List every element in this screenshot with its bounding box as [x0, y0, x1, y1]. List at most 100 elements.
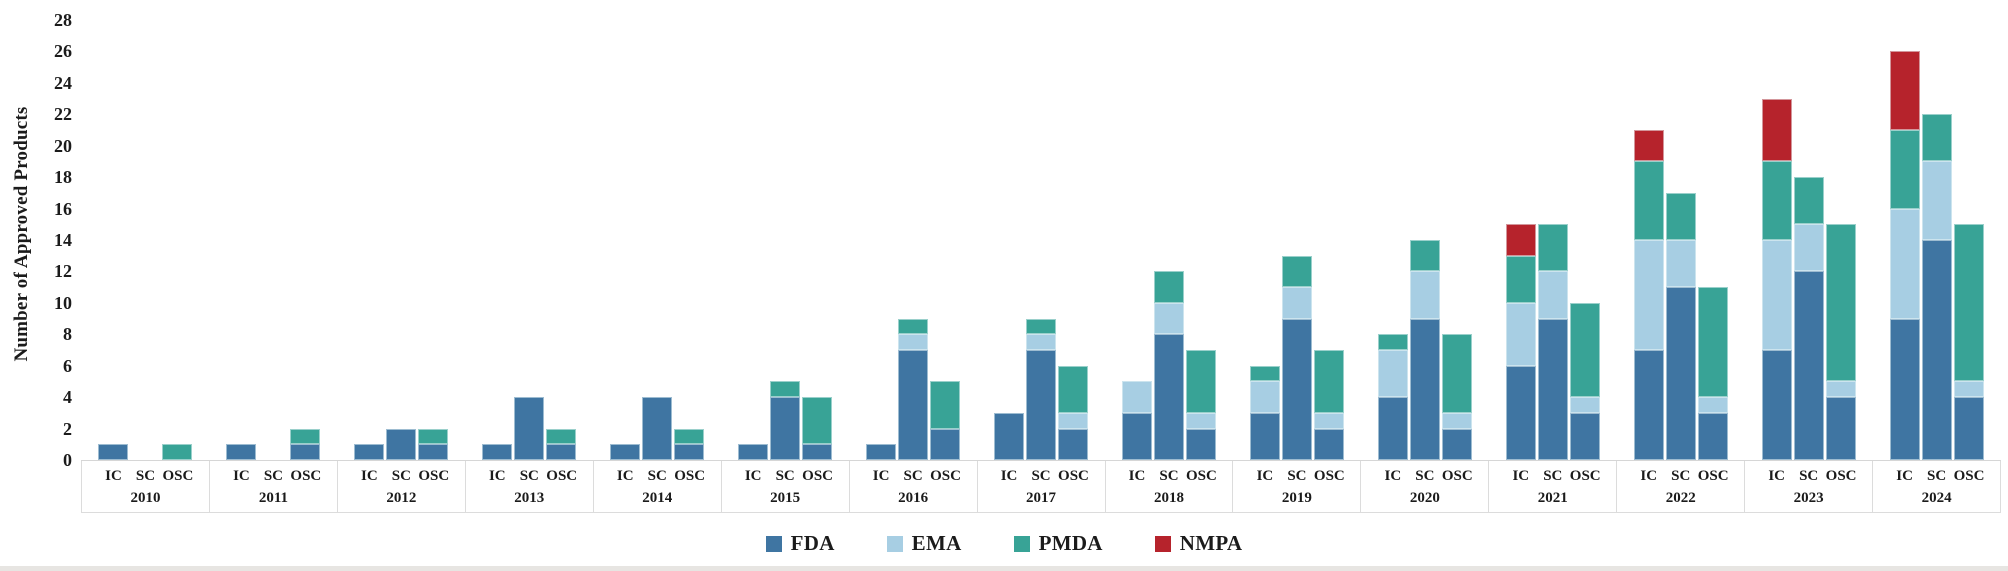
- stacked-bar: [1698, 287, 1728, 460]
- year-label: 2012: [386, 490, 417, 506]
- x-label-box-2010: IC SC OSC 2010: [81, 461, 209, 513]
- bar-segment-ema: [1250, 381, 1280, 413]
- subgroup-label-osc: OSC: [1058, 468, 1089, 484]
- bar-segment-fda: [1442, 428, 1472, 460]
- subgroup-label-sc: SC: [391, 468, 411, 484]
- x-label-box-2017: IC SC OSC 2017: [976, 461, 1105, 513]
- bar-segment-fda: [98, 444, 128, 460]
- year-group-2020: [1361, 20, 1489, 460]
- bar-slot-2019-ic: [1250, 365, 1280, 460]
- subgroup-label-osc: OSC: [1569, 468, 1601, 484]
- legend-swatch-pmda: [1013, 535, 1030, 552]
- x-label-box-2011: IC SC OSC 2011: [208, 461, 337, 513]
- bar-segment-fda: [1762, 350, 1792, 460]
- bar-segment-pmda: [1570, 302, 1600, 398]
- bar-segment-ema: [1634, 240, 1664, 351]
- year-label: 2018: [1153, 490, 1184, 506]
- subgroup-label-sc: SC: [1159, 468, 1179, 484]
- stacked-bar: [898, 318, 928, 460]
- stacked-bar: [1762, 98, 1792, 460]
- year-group-2017: [977, 20, 1105, 460]
- stacked-bar: [1570, 302, 1600, 460]
- bar-segment-pmda: [1058, 365, 1088, 413]
- bar-segment-fda: [1826, 397, 1856, 460]
- stacked-bar: [1378, 334, 1408, 460]
- bar-slot-2010-ic: [98, 444, 128, 460]
- x-label-box-2020: IC SC OSC 2020: [1360, 461, 1489, 513]
- x-label-box-2013: IC SC OSC 2013: [464, 461, 593, 513]
- stacked-bar: [1410, 240, 1440, 460]
- bar-slot-2014-ic: [610, 444, 640, 460]
- x-label-box-2024: IC SC OSC 2024: [1872, 461, 2002, 513]
- bar-segment-pmda: [930, 381, 960, 429]
- year-group-2013: [465, 20, 593, 460]
- bar-segment-fda: [898, 350, 928, 460]
- year-label: 2014: [642, 490, 673, 506]
- bar-segment-nmpa: [1634, 130, 1664, 162]
- stacked-bar: [418, 428, 448, 460]
- bar-segment-ema: [1442, 412, 1472, 429]
- year-group-2024: [1873, 20, 2001, 460]
- subgroup-label-osc: OSC: [546, 468, 578, 484]
- bar-slot-2015-ic: [738, 444, 768, 460]
- x-axis-band: IC SC OSC 2010 IC SC OSC 2011 IC SC OSC 2012 IC SC OSC…: [81, 460, 2002, 513]
- bar-segment-fda: [1666, 287, 1696, 460]
- bar-slot-2022-sc: [1666, 192, 1696, 460]
- legend-label: EMA: [911, 531, 962, 555]
- bar-segment-fda: [1410, 318, 1440, 460]
- subgroup-label-row: IC SC OSC: [610, 468, 706, 485]
- subgroup-label-osc: OSC: [674, 468, 706, 484]
- bar-segment-fda: [418, 444, 448, 460]
- bar-segment-ema: [1794, 224, 1824, 272]
- bar-segment-ema: [1378, 350, 1408, 398]
- y-tick-label: 10: [54, 292, 72, 313]
- bar-segment-pmda: [1922, 114, 1952, 162]
- bar-slot-2013-ic: [482, 444, 512, 460]
- bar-slot-2012-ic: [354, 444, 384, 460]
- x-label-box-2016: IC SC OSC 2016: [848, 461, 977, 513]
- subgroup-label-sc: SC: [1415, 468, 1435, 484]
- bar-slot-2022-osc: [1698, 287, 1728, 460]
- y-tick-label: 26: [54, 41, 72, 62]
- bar-segment-fda: [642, 397, 672, 460]
- bar-segment-fda: [1922, 240, 1952, 460]
- subgroup-label-sc: SC: [647, 468, 667, 484]
- stacked-bar: [546, 428, 576, 460]
- year-group-2012: [337, 20, 465, 460]
- bar-segment-ema: [1922, 161, 1952, 241]
- bar-segment-fda: [546, 444, 576, 460]
- year-label: 2019: [1281, 490, 1312, 506]
- stacked-bar: [738, 444, 768, 460]
- bar-segment-ema: [898, 334, 928, 351]
- bar-segment-ema: [1890, 208, 1920, 319]
- x-label-box-2015: IC SC OSC 2015: [720, 461, 849, 513]
- bar-slot-2016-ic: [866, 444, 896, 460]
- subgroup-label-ic: IC: [744, 468, 762, 484]
- bar-segment-pmda: [1442, 334, 1472, 413]
- bar-slot-2024-sc: [1922, 114, 1952, 460]
- x-label-box-2018: IC SC OSC 2018: [1104, 461, 1233, 513]
- subgroup-label-osc: OSC: [1185, 468, 1217, 484]
- bar-segment-pmda: [1378, 334, 1408, 351]
- bar-segment-pmda: [1666, 192, 1696, 241]
- stacked-bar: [674, 428, 704, 460]
- bar-segment-ema: [1698, 397, 1728, 413]
- bar-segment-fda: [866, 444, 896, 460]
- y-tick-label: 4: [63, 387, 72, 408]
- bar-slot-2023-ic: [1762, 98, 1792, 460]
- bar-slot-2014-sc: [642, 397, 672, 460]
- bar-segment-ema: [1666, 240, 1696, 288]
- bar-slot-2018-osc: [1186, 350, 1216, 460]
- bar-segment-fda: [1314, 428, 1344, 460]
- bar-segment-fda: [738, 444, 768, 460]
- stacked-bar: [482, 444, 512, 460]
- subgroup-label-osc: OSC: [1953, 468, 1985, 484]
- bar-segment-pmda: [162, 444, 192, 460]
- stacked-bar: [1666, 192, 1696, 460]
- bar-slot-2016-osc: [930, 381, 960, 460]
- year-label: 2017: [1026, 490, 1057, 506]
- bar-segment-pmda: [418, 428, 448, 445]
- year-label: 2013: [514, 490, 545, 506]
- bar-slot-2012-osc: [418, 428, 448, 460]
